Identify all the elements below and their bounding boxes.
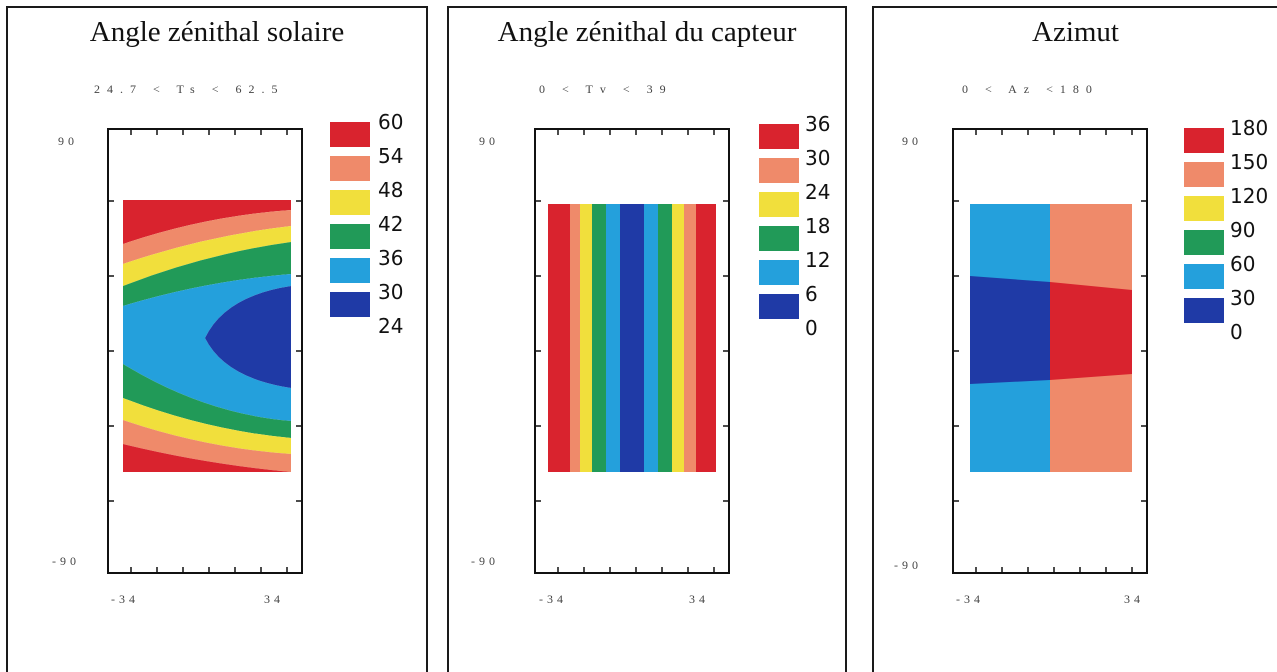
legend-swatch [1184,264,1224,289]
legend-swatch [330,292,370,317]
heatmap-bands [123,200,291,472]
chart-title: Angle zénithal solaire [89,16,345,48]
legend-label: 48 [378,178,404,202]
legend-label: 120 [1230,184,1269,208]
legend-swatch [759,260,799,285]
chart-panel-sensor-zenith: Angle zénithal du capteur 0 < Tv < 39 90… [447,6,847,672]
legend-swatch [330,224,370,249]
chart-subtitle: 0 < Tv < 39 [539,82,673,96]
legend-swatch [1184,230,1224,255]
y-tick-label-bottom: -90 [52,554,80,568]
legend-label: 30 [378,280,404,304]
legend-label: 0 [1230,320,1243,344]
legend-swatch [330,122,370,147]
legend-swatch [759,192,799,217]
y-tick-label-bottom: -90 [471,554,499,568]
legend-label: 0 [805,316,818,340]
legend-label: 12 [805,248,831,272]
legend-label: 30 [805,146,831,170]
x-tick-label-left: -34 [956,592,984,606]
chart-panel-azimuth: Azimut 0 < Az <180 90 -90 -34 34 180 150… [872,6,1277,672]
legend-swatch [330,258,370,283]
legend-label: 60 [378,110,404,134]
legend-label: 24 [378,314,404,338]
legend-label: 6 [805,282,818,306]
chart-subtitle: 24.7 < Ts < 62.5 [94,82,285,96]
legend-label: 30 [1230,286,1256,310]
legend-swatch [759,294,799,319]
legend-swatch [330,190,370,215]
legend-label: 54 [378,144,404,168]
legend-label: 180 [1230,116,1269,140]
legend-label: 36 [378,246,404,270]
y-tick-label-top: 90 [902,134,922,148]
legend-swatch [759,226,799,251]
x-tick-label-right: 34 [1124,592,1144,606]
x-tick-label-right: 34 [689,592,709,606]
y-tick-label-bottom: -90 [894,558,922,572]
legend-label: 42 [378,212,404,236]
heatmap-plot [107,128,303,574]
y-tick-label-top: 90 [58,134,78,148]
x-tick-label-left: -34 [539,592,567,606]
legend-label: 60 [1230,252,1256,276]
legend-swatch [1184,128,1224,153]
legend-swatch [1184,162,1224,187]
heatmap-plot [952,128,1148,574]
chart-title: Azimut [1032,16,1119,48]
legend-label: 150 [1230,150,1269,174]
x-tick-label-right: 34 [264,592,284,606]
chart-title: Angle zénithal du capteur [497,16,797,48]
y-tick-label-top: 90 [479,134,499,148]
chart-panel-solar-zenith: Angle zénithal solaire 24.7 < Ts < 62.5 … [6,6,428,672]
x-tick-label-left: -34 [111,592,139,606]
legend-label: 24 [805,180,831,204]
legend-swatch [759,158,799,183]
heatmap-bands [970,204,1132,472]
legend-swatch [1184,196,1224,221]
legend-swatch [1184,298,1224,323]
legend-swatch [330,156,370,181]
legend-label: 18 [805,214,831,238]
legend-label: 36 [805,112,831,136]
legend-label: 90 [1230,218,1256,242]
heatmap-bands [548,204,716,472]
heatmap-plot [534,128,730,574]
chart-subtitle: 0 < Az <180 [962,82,1099,96]
legend-swatch [759,124,799,149]
